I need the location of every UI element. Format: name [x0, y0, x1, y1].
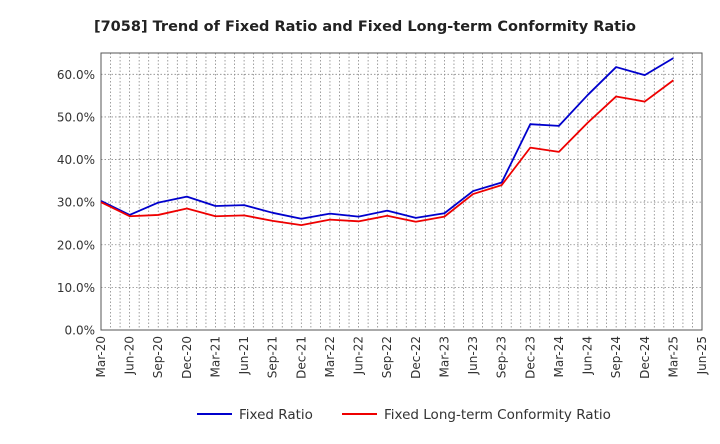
- x-tick-label: Dec-21: [294, 336, 308, 379]
- grid: [100, 53, 703, 331]
- axes: 0.0% 10.0% 20.0% 30.0% 40.0% 50.0% 60.0% Mar-20…: [57, 52, 709, 379]
- x-tick-label: Mar-20: [94, 336, 108, 377]
- x-tick-label: Mar-25: [666, 336, 680, 377]
- x-tick-label: Sep-24: [609, 336, 623, 378]
- legend-item-1: Fixed Ratio: [197, 407, 313, 423]
- y-tick-label: 40.0%: [57, 153, 95, 167]
- x-tick-label: Dec-23: [523, 336, 537, 379]
- y-tick-label: 0.0%: [65, 324, 96, 338]
- series-line-2: [100, 79, 674, 227]
- x-tick-label: Mar-21: [208, 336, 222, 377]
- x-tick-label: Sep-23: [495, 336, 509, 378]
- y-tick-label: 50.0%: [57, 110, 95, 124]
- y-tick-label: 10.0%: [57, 281, 95, 295]
- chart-title: [7058] Trend of Fixed Ratio and Fixed Lo…: [94, 19, 636, 35]
- y-tick-label: 20.0%: [57, 238, 95, 252]
- x-tick-label: Jun-24: [581, 336, 595, 375]
- legend-label: Fixed Ratio: [239, 407, 313, 423]
- legend: Fixed Ratio Fixed Long-term Conformity Ra…: [197, 407, 611, 423]
- legend-item-2: Fixed Long-term Conformity Ratio: [342, 407, 611, 423]
- x-tick-label: Jun-20: [123, 336, 137, 375]
- x-tick-label: Dec-24: [638, 336, 652, 379]
- y-tick-label: 30.0%: [57, 196, 95, 210]
- x-tick-label: Jun-25: [695, 336, 709, 375]
- plot-area: [101, 53, 702, 330]
- x-tick-label: Sep-20: [151, 336, 165, 378]
- x-tick-label: Mar-23: [437, 336, 451, 377]
- x-tick-label: Jun-23: [466, 336, 480, 375]
- x-tick-label: Sep-22: [380, 336, 394, 378]
- x-tick-label: Mar-22: [323, 336, 337, 377]
- x-tick-label: Jun-22: [352, 336, 366, 375]
- x-tick-label: Sep-21: [266, 336, 280, 378]
- x-tick-label: Dec-22: [409, 336, 423, 379]
- y-tick-label: 60.0%: [57, 68, 95, 82]
- x-tick-label: Dec-20: [180, 336, 194, 379]
- plot-frame: [100, 52, 703, 331]
- series-line-1: [100, 57, 674, 220]
- x-tick-label: Mar-24: [552, 336, 566, 377]
- series-layer: [100, 57, 674, 227]
- x-tick-label: Jun-21: [237, 336, 251, 375]
- legend-label: Fixed Long-term Conformity Ratio: [384, 407, 611, 423]
